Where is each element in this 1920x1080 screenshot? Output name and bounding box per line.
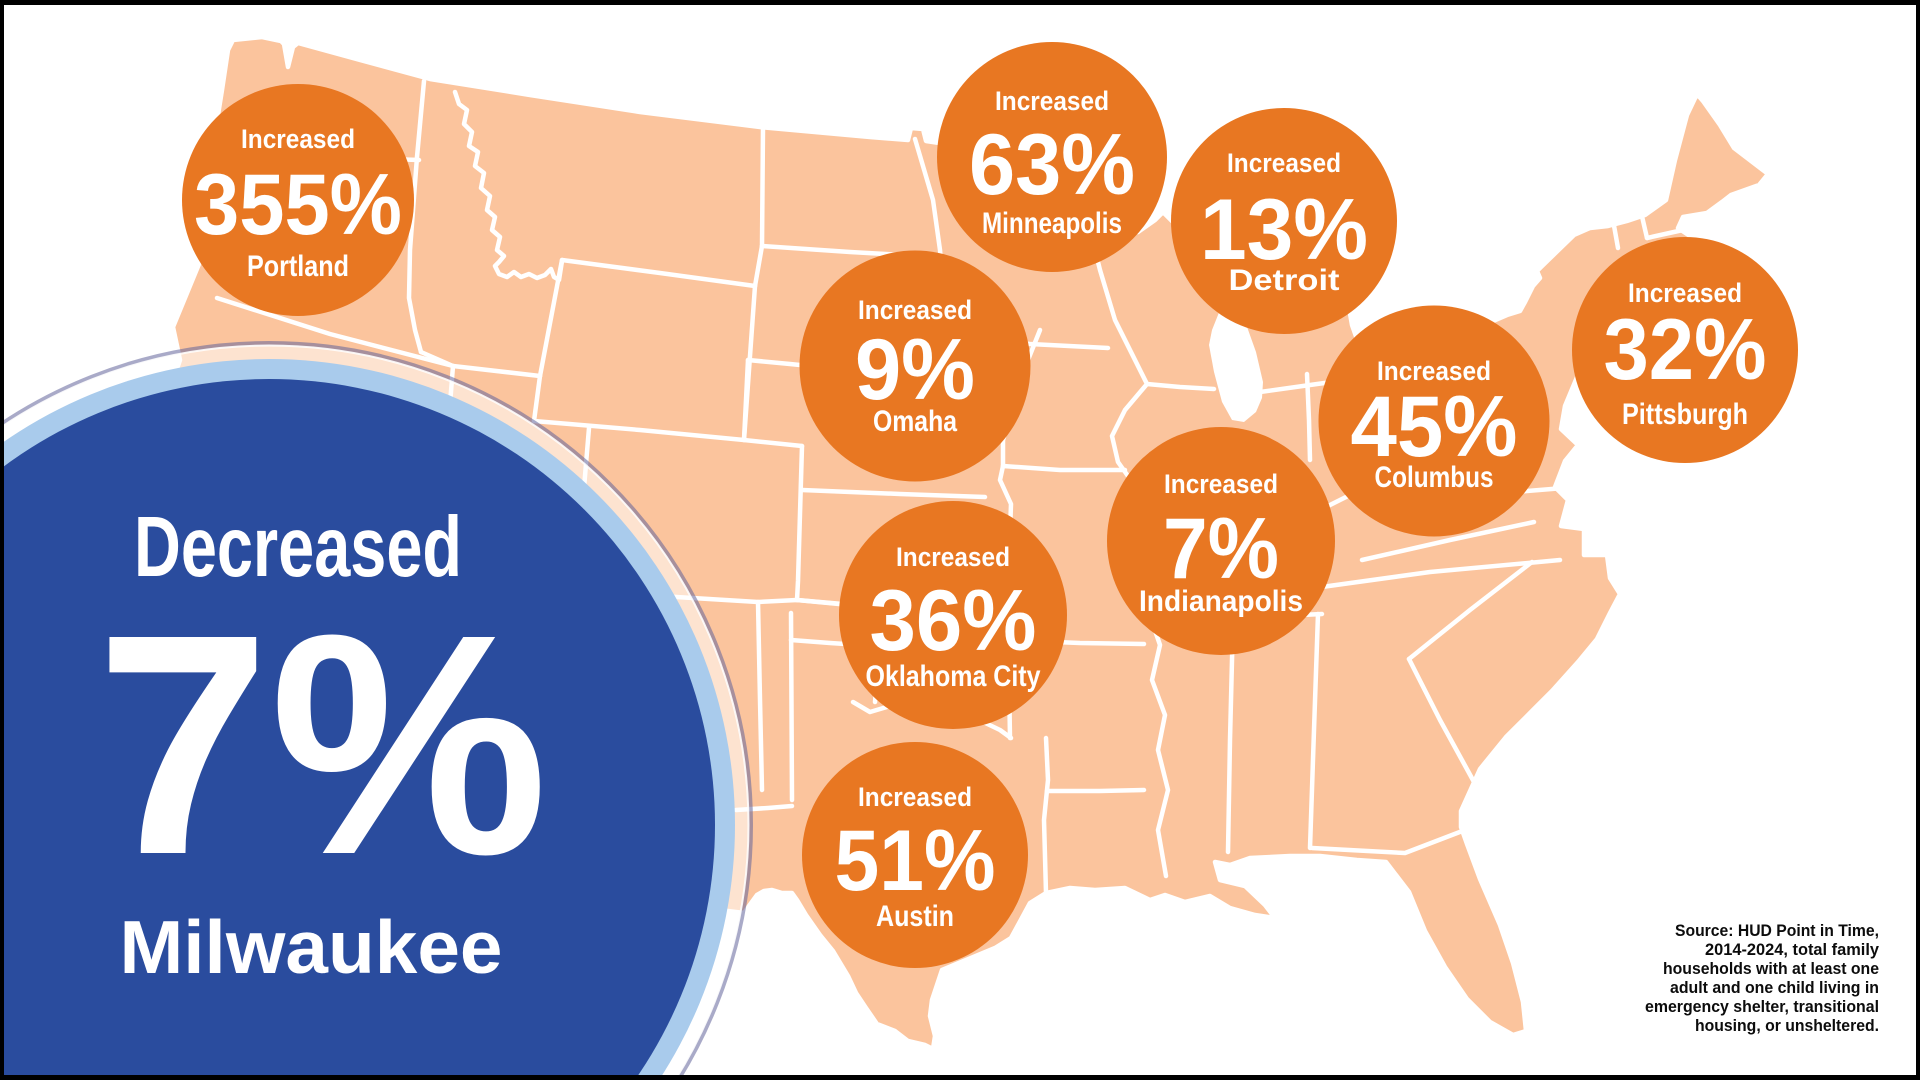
svg-text:63%: 63% [969, 117, 1135, 213]
svg-text:Portland: Portland [247, 250, 349, 283]
svg-text:Increased: Increased [1628, 278, 1742, 308]
svg-text:Omaha: Omaha [873, 405, 957, 438]
svg-text:Increased: Increased [896, 542, 1010, 572]
svg-text:Increased: Increased [1377, 356, 1491, 386]
svg-text:Increased: Increased [858, 782, 972, 812]
svg-text:13%: 13% [1200, 182, 1368, 278]
svg-text:45%: 45% [1351, 379, 1518, 475]
svg-text:32%: 32% [1604, 302, 1767, 398]
svg-text:Source: HUD Point in Time,: Source: HUD Point in Time, [1675, 921, 1879, 940]
svg-text:Oklahoma City: Oklahoma City [866, 660, 1041, 693]
svg-text:36%: 36% [870, 573, 1037, 669]
svg-text:Increased: Increased [1164, 469, 1278, 499]
svg-text:Pittsburgh: Pittsburgh [1622, 398, 1748, 431]
svg-text:adult and one child living in: adult and one child living in [1670, 978, 1879, 997]
svg-text:Columbus: Columbus [1375, 461, 1494, 494]
svg-text:emergency shelter, transitiona: emergency shelter, transitional [1645, 997, 1879, 1016]
svg-text:Increased: Increased [995, 86, 1109, 116]
svg-text:355%: 355% [194, 157, 402, 253]
svg-text:Increased: Increased [1227, 148, 1341, 178]
svg-text:Detroit: Detroit [1229, 264, 1340, 297]
svg-text:Increased: Increased [858, 295, 972, 325]
svg-text:Decreased: Decreased [134, 500, 462, 595]
svg-text:2014-2024, total family: 2014-2024, total family [1705, 940, 1880, 959]
svg-text:housing, or unsheltered.: housing, or unsheltered. [1695, 1016, 1879, 1035]
svg-text:Indianapolis: Indianapolis [1139, 585, 1303, 618]
svg-text:9%: 9% [855, 322, 975, 418]
svg-text:Austin: Austin [876, 900, 954, 933]
svg-text:Milwaukee: Milwaukee [120, 905, 503, 989]
svg-text:Increased: Increased [241, 124, 355, 154]
svg-text:51%: 51% [835, 813, 996, 909]
svg-text:Minneapolis: Minneapolis [982, 207, 1122, 240]
svg-text:7%: 7% [1163, 501, 1279, 597]
svg-text:7%: 7% [96, 569, 548, 920]
svg-text:households with at least one: households with at least one [1663, 959, 1879, 978]
